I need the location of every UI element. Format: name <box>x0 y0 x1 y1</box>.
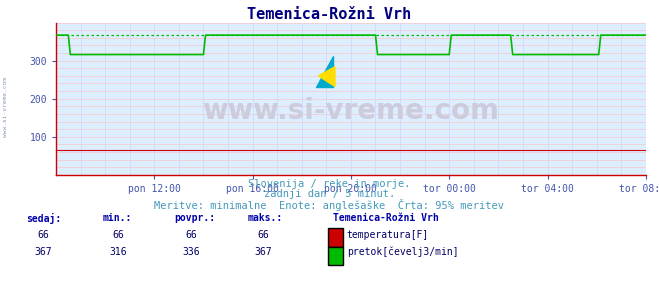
Text: Meritve: minimalne  Enote: anglešaške  Črta: 95% meritev: Meritve: minimalne Enote: anglešaške Črt… <box>154 199 505 211</box>
Text: 66: 66 <box>113 230 125 240</box>
Text: www.si-vreme.com: www.si-vreme.com <box>202 97 500 125</box>
Text: 66: 66 <box>258 230 270 240</box>
Text: maks.:: maks.: <box>247 213 282 223</box>
Polygon shape <box>316 56 333 87</box>
Text: temperatura[F]: temperatura[F] <box>347 230 429 240</box>
Text: 367: 367 <box>255 247 272 257</box>
Text: Temenica-Rožni Vrh: Temenica-Rožni Vrh <box>333 213 438 223</box>
Text: Temenica-Rožni Vrh: Temenica-Rožni Vrh <box>247 7 412 22</box>
Text: 336: 336 <box>183 247 200 257</box>
Polygon shape <box>318 67 335 87</box>
Text: 316: 316 <box>110 247 127 257</box>
Text: www.si-vreme.com: www.si-vreme.com <box>3 77 8 137</box>
Text: 66: 66 <box>185 230 197 240</box>
Text: min.:: min.: <box>102 213 132 223</box>
Text: povpr.:: povpr.: <box>175 213 215 223</box>
Text: sedaj:: sedaj: <box>26 213 61 224</box>
Text: Slovenija / reke in morje.: Slovenija / reke in morje. <box>248 179 411 189</box>
Text: 367: 367 <box>34 247 51 257</box>
Text: 66: 66 <box>37 230 49 240</box>
Text: zadnji dan / 5 minut.: zadnji dan / 5 minut. <box>264 189 395 199</box>
Text: pretok[čevelj3/min]: pretok[čevelj3/min] <box>347 247 458 257</box>
